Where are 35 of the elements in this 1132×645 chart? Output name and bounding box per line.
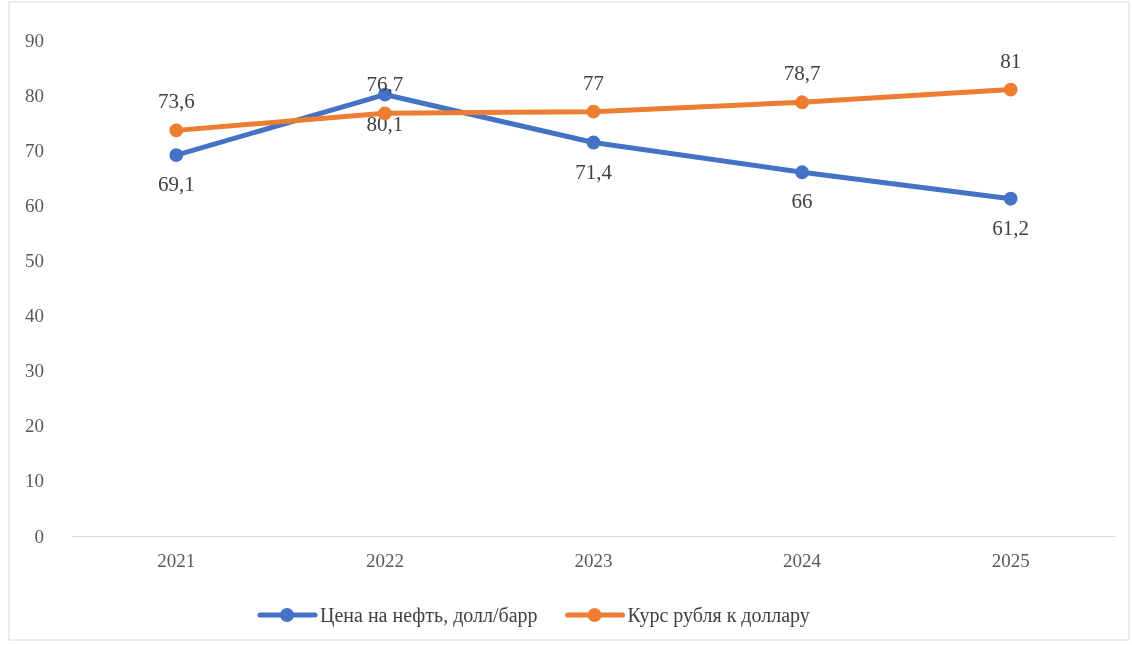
y-tick-label: 10 xyxy=(25,470,44,492)
y-tick-label: 30 xyxy=(25,360,44,382)
data-label: 77 xyxy=(583,70,604,95)
x-tick-label: 2025 xyxy=(991,550,1030,572)
y-tick-label: 0 xyxy=(34,525,44,547)
point xyxy=(1003,82,1018,97)
data-label: 73,6 xyxy=(157,89,195,114)
x-tick-label: 2023 xyxy=(574,550,613,572)
x-tick-label: 2024 xyxy=(783,550,822,572)
data-label: 80,1 xyxy=(366,111,404,136)
point xyxy=(169,148,184,163)
legend-label: Цена на нефть, долл/барр xyxy=(320,604,538,627)
y-tick-label: 50 xyxy=(25,250,44,272)
data-label: 76,7 xyxy=(366,72,404,97)
data-label: 66 xyxy=(791,189,813,214)
y-tick-label: 60 xyxy=(25,194,44,216)
y-tick-label: 20 xyxy=(25,415,44,437)
point xyxy=(795,165,810,180)
y-tick-label: 90 xyxy=(25,29,44,51)
legend-label: Курс рубля к доллару xyxy=(627,604,810,627)
data-label: 61,2 xyxy=(992,215,1030,240)
point xyxy=(586,135,601,150)
point xyxy=(169,123,184,138)
x-tick-label: 2022 xyxy=(365,550,404,572)
point xyxy=(795,95,810,110)
y-tick-label: 40 xyxy=(25,305,44,327)
data-label: 71,4 xyxy=(575,159,613,184)
point xyxy=(1003,191,1018,206)
data-label: 81 xyxy=(1000,48,1022,73)
point xyxy=(586,104,601,119)
data-label: 69,1 xyxy=(157,172,195,197)
x-tick-label: 2021 xyxy=(157,550,196,572)
data-label: 78,7 xyxy=(783,61,821,86)
y-tick-label: 80 xyxy=(25,84,44,106)
y-tick-label: 70 xyxy=(25,139,44,161)
